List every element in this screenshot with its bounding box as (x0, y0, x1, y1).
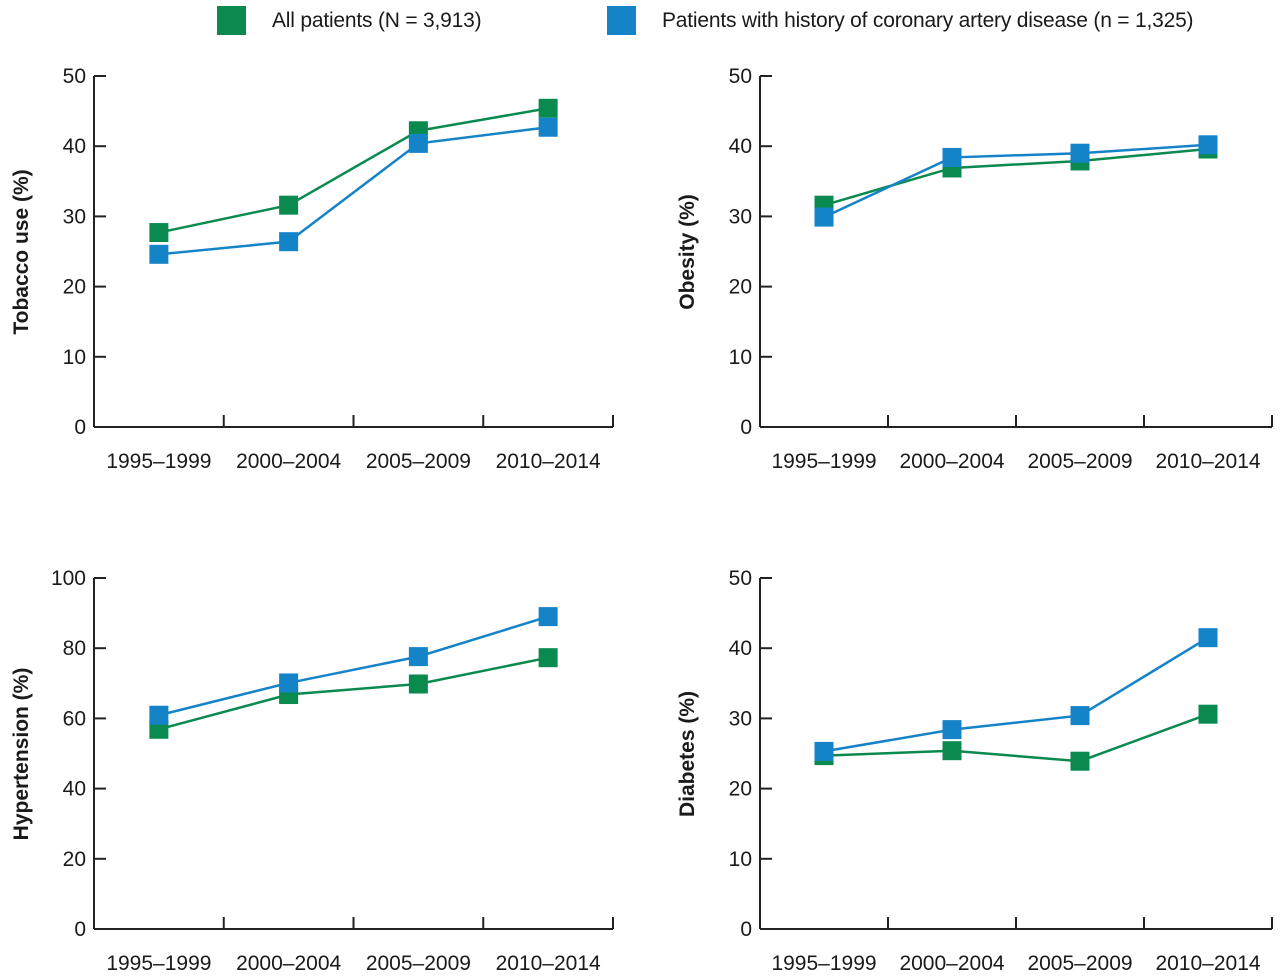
x-tick-label: 2000–2004 (899, 952, 1004, 975)
x-tick-label: 2005–2009 (366, 450, 471, 473)
y-tick-label: 80 (63, 637, 86, 660)
data-point-cad-patients (279, 232, 299, 252)
y-tick-label: 0 (740, 918, 752, 941)
series-line-cad-patients (823, 636, 1209, 753)
data-point-cad-patients (814, 207, 834, 227)
y-tick-label: 10 (63, 346, 86, 369)
data-point-all-patients (538, 648, 558, 668)
x-tick-label: 1995–1999 (771, 450, 876, 473)
data-point-all-patients (538, 98, 558, 118)
y-tick-label: 0 (740, 416, 752, 439)
y-tick-label: 40 (63, 135, 86, 158)
series-line-all-patients (823, 147, 1209, 207)
data-point-cad-patients (1070, 706, 1090, 726)
chart-obesity: 0 10 20 30 40 50 1995–1999 2000–2004 2005–2009 20… (676, 65, 1273, 473)
data-point-cad-patients (538, 607, 558, 627)
y-tick-label: 30 (729, 205, 752, 228)
y-tick-label: 30 (63, 205, 86, 228)
y-tick-label: 50 (729, 65, 752, 88)
data-point-all-patients (149, 223, 169, 243)
data-point-all-patients (1070, 751, 1090, 771)
data-point-cad-patients (1198, 628, 1218, 648)
series-line-cad-patients (158, 126, 549, 256)
y-axis-title: Diabetes (%) (676, 691, 699, 817)
series-line-cad-patients (158, 615, 549, 717)
x-tick-label: 2005–2009 (1027, 952, 1132, 975)
y-tick-label: 10 (729, 346, 752, 369)
y-axis-title: Tobacco use (%) (10, 169, 33, 334)
chart-hypertension: 0 20 40 60 80 100 1995–1999 2000–2004 2005–2009 2… (10, 567, 614, 975)
series-line-cad-patients (823, 143, 1209, 219)
y-tick-label: 0 (74, 918, 86, 941)
chart-tobacco-use: 0 10 20 30 40 50 1995–1999 2000–2004 2005–2009 20… (10, 65, 614, 473)
x-tick-label: 2000–2004 (236, 450, 341, 473)
series-line-all-patients (158, 656, 549, 731)
y-tick-label: 10 (729, 848, 752, 871)
legend-swatch-cad-patients (607, 6, 636, 35)
x-tick-label: 2000–2004 (236, 952, 341, 975)
data-point-all-patients (408, 674, 428, 694)
data-point-all-patients (942, 741, 962, 761)
data-point-all-patients (1198, 704, 1218, 724)
chart-diabetes: 0 10 20 30 40 50 1995–1999 2000–2004 2005–2009 20… (676, 567, 1273, 975)
x-tick-label: 2000–2004 (899, 450, 1004, 473)
x-tick-label: 2005–2009 (1027, 450, 1132, 473)
data-point-cad-patients (814, 741, 834, 761)
legend-item-cad-patients: Patients with history of coronary artery… (607, 6, 1194, 35)
legend-label-cad-patients: Patients with history of coronary artery… (662, 8, 1194, 32)
series-line-all-patients (158, 107, 549, 234)
data-point-cad-patients (538, 117, 558, 137)
data-point-all-patients (279, 195, 299, 215)
y-tick-label: 100 (51, 567, 86, 590)
y-tick-label: 20 (63, 848, 86, 871)
y-tick-label: 40 (63, 778, 86, 801)
y-tick-label: 20 (729, 778, 752, 801)
y-tick-label: 60 (63, 707, 86, 730)
x-tick-label: 2005–2009 (366, 952, 471, 975)
y-tick-label: 50 (63, 65, 86, 88)
data-point-cad-patients (408, 647, 428, 667)
y-tick-label: 20 (729, 276, 752, 299)
legend-item-all-patients: All patients (N = 3,913) (217, 6, 482, 35)
data-point-cad-patients (149, 705, 169, 725)
data-point-cad-patients (408, 133, 428, 153)
series-line-all-patients (823, 713, 1209, 763)
y-axis-title: Hypertension (%) (10, 668, 33, 841)
data-point-cad-patients (279, 673, 299, 693)
x-tick-label: 2010–2014 (1155, 450, 1260, 473)
y-tick-label: 20 (63, 276, 86, 299)
chart-legend: All patients (N = 3,913) Patients with h… (0, 0, 1280, 50)
y-tick-label: 30 (729, 707, 752, 730)
legend-label-all-patients: All patients (N = 3,913) (272, 8, 482, 32)
data-point-cad-patients (942, 720, 962, 740)
y-axis-title: Obesity (%) (676, 194, 699, 310)
legend-swatch-all-patients (217, 6, 246, 35)
data-point-cad-patients (942, 147, 962, 167)
x-tick-label: 1995–1999 (106, 952, 211, 975)
x-tick-label: 1995–1999 (771, 952, 876, 975)
x-tick-label: 2010–2014 (496, 952, 601, 975)
x-tick-label: 2010–2014 (496, 450, 601, 473)
y-tick-label: 50 (729, 567, 752, 590)
data-point-cad-patients (1070, 143, 1090, 163)
data-point-cad-patients (149, 244, 169, 264)
y-tick-label: 40 (729, 637, 752, 660)
x-tick-label: 2010–2014 (1155, 952, 1260, 975)
data-point-cad-patients (1198, 135, 1218, 155)
y-tick-label: 40 (729, 135, 752, 158)
y-tick-label: 0 (74, 416, 86, 439)
x-tick-label: 1995–1999 (106, 450, 211, 473)
